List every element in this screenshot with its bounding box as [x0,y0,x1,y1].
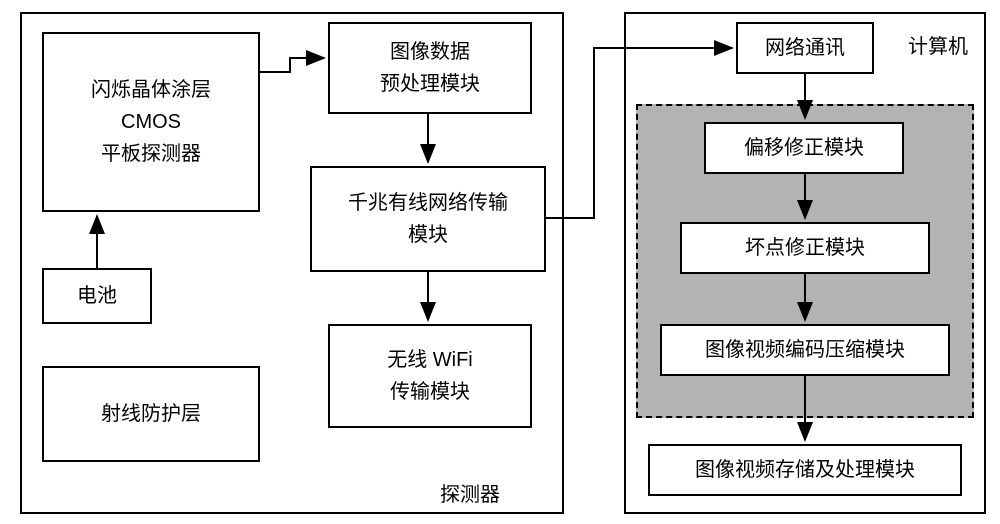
gigabit-box: 千兆有线网络传输 模块 [310,166,546,272]
gigabit-line2: 模块 [408,219,448,251]
storage-box: 图像视频存储及处理模块 [648,444,962,496]
preprocess-line2: 预处理模块 [380,68,480,100]
offset-correction-box: 偏移修正模块 [704,122,904,174]
badpixel-label: 坏点修正模块 [745,232,865,264]
cmos-detector-box: 闪烁晶体涂层 CMOS 平板探测器 [42,32,260,212]
cmos-line1: 闪烁晶体涂层 [91,74,211,106]
netcomm-box: 网络通讯 [736,22,874,74]
cmos-line3: 平板探测器 [101,138,201,170]
battery-box: 电池 [42,268,152,324]
offset-label: 偏移修正模块 [744,132,864,164]
storage-label: 图像视频存储及处理模块 [695,454,915,486]
codec-box: 图像视频编码压缩模块 [660,324,950,376]
netcomm-label: 网络通讯 [765,32,845,64]
battery-label: 电池 [77,280,117,312]
shield-box: 射线防护层 [42,366,260,462]
detector-label: 探测器 [440,478,500,507]
computer-label: 计算机 [908,30,968,59]
wifi-line2: 传输模块 [390,376,470,408]
wifi-box: 无线 WiFi 传输模块 [328,324,532,428]
shield-label: 射线防护层 [101,398,201,430]
badpixel-correction-box: 坏点修正模块 [680,222,930,274]
preprocess-line1: 图像数据 [390,36,470,68]
cmos-line2: CMOS [121,106,181,138]
gigabit-line1: 千兆有线网络传输 [348,187,508,219]
codec-label: 图像视频编码压缩模块 [705,334,905,366]
wifi-line1: 无线 WiFi [387,344,473,376]
preprocess-box: 图像数据 预处理模块 [328,22,532,114]
